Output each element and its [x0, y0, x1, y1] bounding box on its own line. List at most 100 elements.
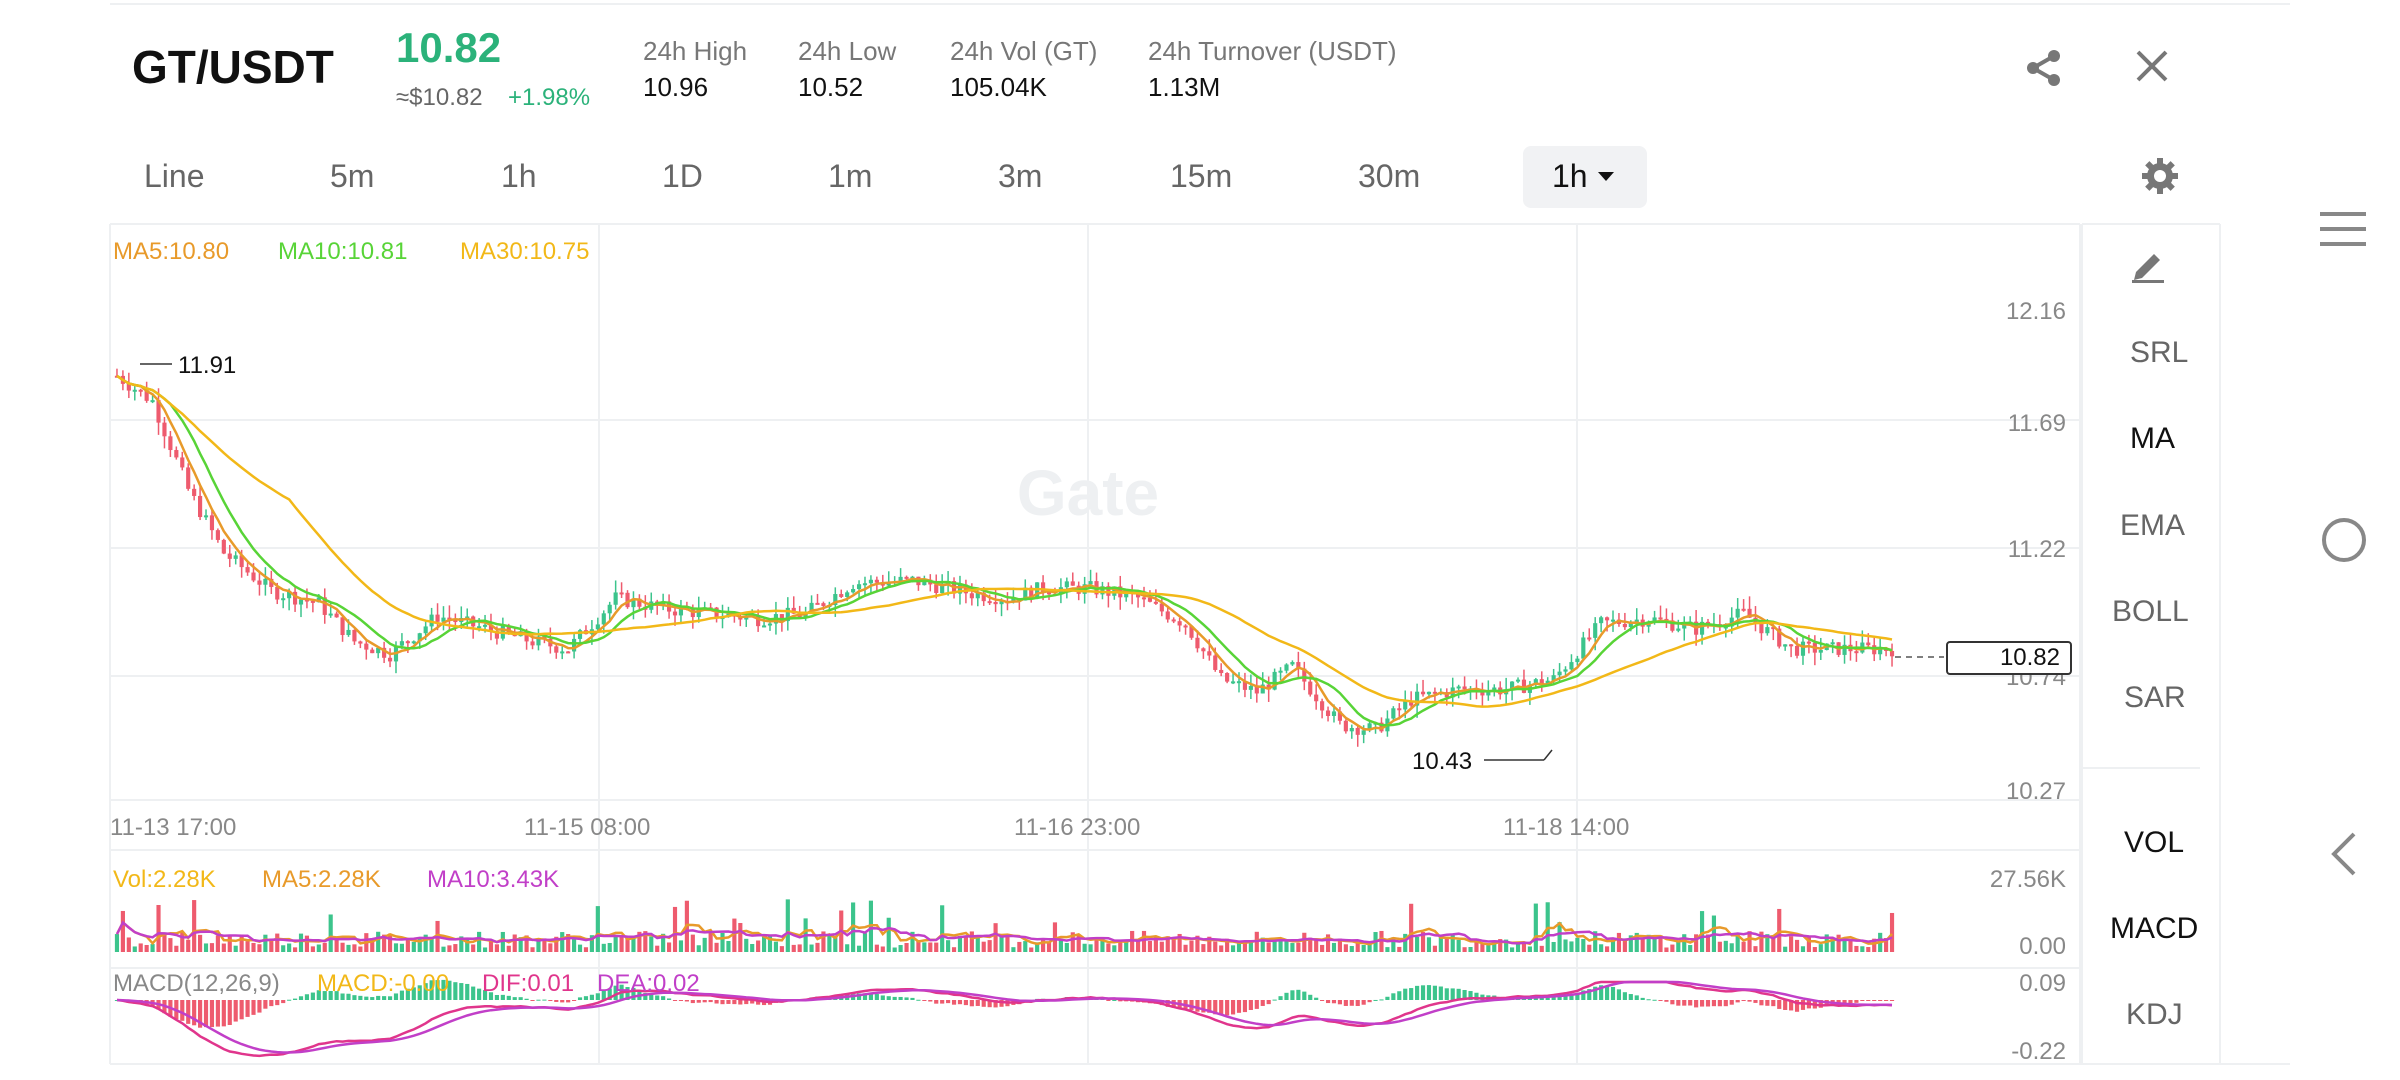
tab-1d[interactable]: 1D: [662, 158, 703, 194]
candle-body: [625, 592, 630, 608]
volume-bar: [1812, 947, 1817, 952]
macd-bar: [649, 993, 654, 1000]
candle-body: [352, 629, 357, 642]
candle-body: [1878, 648, 1883, 655]
vol-tick: 0.00: [2019, 933, 2066, 960]
indicator-vol[interactable]: VOL: [2124, 826, 2185, 859]
indicator-boll[interactable]: BOLL: [2112, 595, 2189, 628]
stat-value-vol: 105.04K: [950, 72, 1047, 102]
candle-body: [138, 389, 143, 392]
volume-bar: [1195, 935, 1200, 952]
volume-bar: [1789, 936, 1794, 952]
home-circle-icon[interactable]: [2320, 516, 2368, 564]
draw-pencil-icon[interactable]: [2128, 244, 2168, 284]
macd-bar: [1664, 1000, 1669, 1002]
candle-body: [1147, 597, 1153, 602]
menu-icon[interactable]: [2318, 208, 2368, 250]
volume-bar: [1563, 939, 1568, 952]
candle-body: [1070, 581, 1075, 586]
candle-body: [756, 615, 761, 627]
volume-bar: [387, 933, 393, 952]
candle-body: [423, 626, 428, 634]
candle-body: [1670, 620, 1675, 631]
volume-bar: [358, 946, 363, 952]
candle-body: [1806, 641, 1811, 644]
volume-bar: [465, 938, 470, 952]
volume-bar: [144, 944, 149, 952]
macd-bar: [423, 983, 428, 1000]
candle-body: [1581, 637, 1586, 659]
candle-body: [1254, 685, 1259, 694]
macd-bar: [1266, 1000, 1271, 1005]
tab-1h[interactable]: 1h: [501, 158, 537, 194]
macd-bar: [1242, 1000, 1248, 1013]
volume-bar: [316, 944, 321, 952]
tab-30m[interactable]: 30m: [1358, 158, 1421, 194]
candle-body: [346, 629, 351, 636]
high-annotation: 11.91: [178, 352, 237, 379]
candle-body: [631, 598, 636, 608]
close-icon[interactable]: [2134, 48, 2170, 84]
volume-bar: [1343, 944, 1348, 952]
candle-body: [162, 422, 167, 437]
macd-bar: [1331, 1000, 1337, 1004]
indicator-sar[interactable]: SAR: [2124, 681, 2186, 714]
volume-bar: [1628, 935, 1633, 952]
macd-bar: [1789, 1000, 1794, 1011]
tab-5m[interactable]: 5m: [330, 158, 375, 194]
candle-body: [1355, 728, 1360, 735]
indicator-kdj[interactable]: KDJ: [2126, 998, 2183, 1031]
volume-bar: [649, 936, 654, 952]
macd-bar: [951, 1000, 957, 1005]
volume-bar: [500, 931, 505, 952]
macd-bar: [1302, 991, 1307, 1000]
volume-bar: [1783, 946, 1788, 952]
volume-bar: [488, 941, 494, 952]
macd-bar: [1735, 1000, 1740, 1003]
indicator-macd[interactable]: MACD: [2110, 912, 2199, 945]
macd-bar: [1878, 1000, 1883, 1001]
share-icon[interactable]: [2024, 48, 2064, 88]
volume-bar: [963, 936, 968, 952]
interval-dropdown[interactable]: [1523, 146, 1647, 208]
candle-body: [678, 606, 684, 616]
stat-label-low: 24h Low: [798, 36, 897, 66]
volume-bar: [880, 946, 885, 952]
indicator-ma[interactable]: MA: [2130, 422, 2175, 455]
macd-bar: [1676, 1000, 1681, 1006]
macd-bar: [1800, 1000, 1806, 1010]
vol-ma10-line: [115, 920, 1893, 945]
candle-body: [156, 400, 161, 423]
macd-bar: [399, 990, 405, 1000]
volume-bar: [292, 947, 298, 952]
settings-gear-icon[interactable]: [2140, 156, 2180, 196]
tab-1m[interactable]: 1m: [828, 158, 873, 194]
macd-bar: [1575, 993, 1580, 1000]
back-icon[interactable]: [2328, 830, 2360, 878]
macd-bar: [1765, 1000, 1770, 1006]
volume-bar: [1296, 942, 1301, 952]
indicator-srl[interactable]: SRL: [2130, 336, 2189, 369]
indicator-ema[interactable]: EMA: [2120, 509, 2186, 542]
volume-bar: [1331, 942, 1337, 952]
macd-bar: [334, 991, 339, 1000]
candle-body: [1551, 675, 1556, 681]
macd-bar: [1355, 1000, 1360, 1007]
price-tick: 12.16: [2005, 298, 2066, 325]
volume-bar: [1409, 903, 1414, 952]
tab-15m[interactable]: 15m: [1170, 158, 1233, 194]
tab-line[interactable]: Line: [144, 158, 205, 194]
macd-bar: [1290, 990, 1295, 1000]
volume-bar: [1290, 943, 1295, 952]
volume-bar: [334, 938, 339, 952]
candle-body: [1759, 622, 1764, 634]
volume-bar: [1112, 945, 1117, 952]
price-change: +1.98%: [508, 84, 591, 111]
candle-body: [1818, 650, 1823, 653]
tab-3m[interactable]: 3m: [998, 158, 1043, 194]
volume-bar: [928, 942, 933, 952]
volume-bar: [1367, 943, 1372, 952]
volume-bar: [827, 934, 832, 952]
candle-body: [435, 614, 440, 622]
